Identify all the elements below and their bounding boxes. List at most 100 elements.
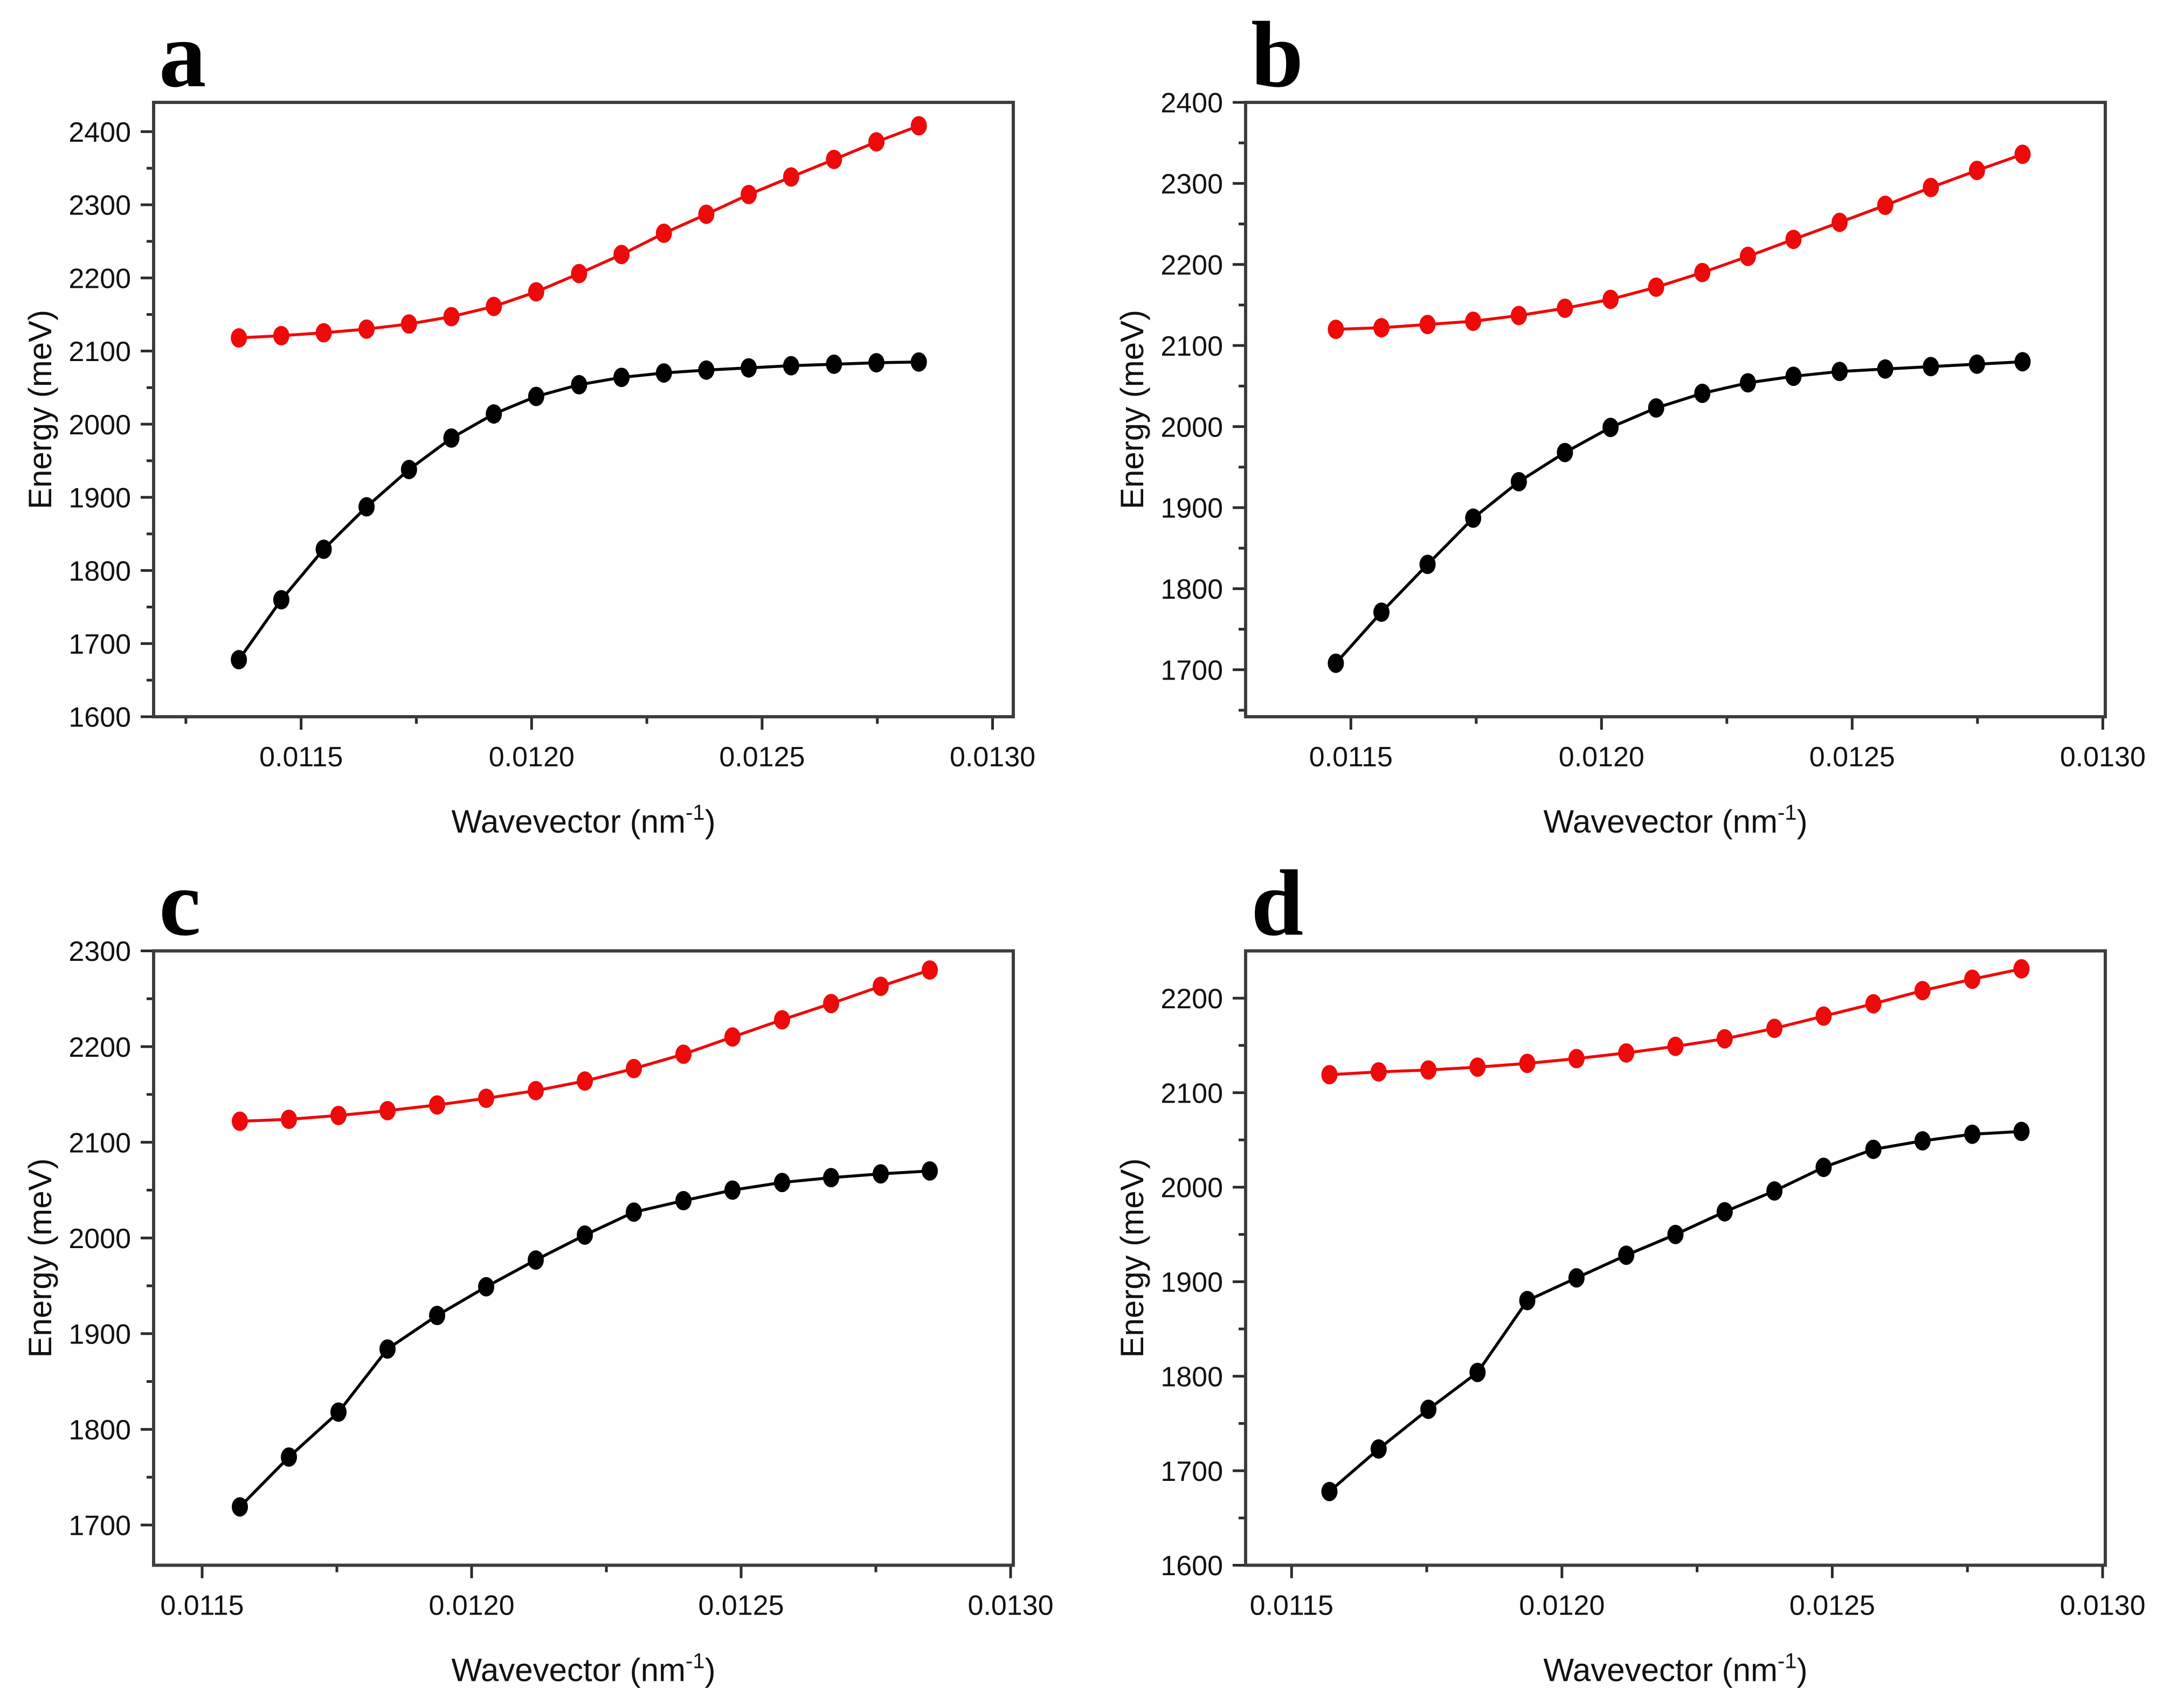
lower-polariton-point xyxy=(1370,1439,1387,1459)
lower-polariton-point xyxy=(1739,373,1756,393)
y-tick-label: 2400 xyxy=(1160,88,1223,119)
x-axis-label: Wavevector (nm-1) xyxy=(451,801,715,840)
lower-polariton-point xyxy=(1557,442,1573,462)
panel-c-chart: c 0.0115 0.0120 0.0125 0.0130 1700 1800 1900 200… xyxy=(0,848,1092,1697)
y-tick-label: 2100 xyxy=(68,336,131,368)
x-tick-label: 0.0120 xyxy=(428,1590,514,1622)
y-tick-label: 1700 xyxy=(1160,1456,1223,1487)
y-tick-label: 2300 xyxy=(68,190,131,221)
lower-polariton-point xyxy=(1419,555,1436,574)
upper-polariton-point xyxy=(2014,144,2031,164)
upper-polariton-point xyxy=(528,282,544,302)
lower-polariton-point xyxy=(443,428,460,448)
lower-polariton-point xyxy=(528,386,544,406)
upper-polariton-point xyxy=(868,132,884,152)
tick-labels: 0.0115 0.0120 0.0125 0.0130 1600 1700 1800 1900… xyxy=(68,117,1035,773)
lower-polariton-point xyxy=(1510,472,1527,491)
x-tick-label: 0.0115 xyxy=(259,742,343,773)
upper-polariton-point xyxy=(400,314,417,334)
upper-polariton-point xyxy=(1618,1043,1635,1063)
lower-polariton-point xyxy=(231,650,247,670)
x-tick-label: 0.0125 xyxy=(719,742,805,773)
upper-polariton-point xyxy=(358,319,375,339)
x-axis-label: Wavevector (nm-1) xyxy=(1543,1650,1807,1688)
lower-polariton-point xyxy=(1519,1291,1536,1311)
lower-polariton-point xyxy=(1667,1224,1684,1244)
tick-labels: 0.0115 0.0120 0.0125 0.0130 1700 1800 1900 2000… xyxy=(1160,88,2146,773)
upper-polariton-point xyxy=(379,1101,396,1120)
y-tick-label: 2300 xyxy=(68,936,131,967)
y-tick-label: 1600 xyxy=(1160,1550,1223,1582)
upper-polariton-point xyxy=(486,296,502,316)
upper-polariton-point xyxy=(613,245,630,265)
panel-b-chart: b 0.0115 0.0120 0.0125 0.0130 1700 1800 1900 200… xyxy=(1092,0,2184,848)
lower-polariton-point xyxy=(1865,1139,1882,1159)
upper-polariton-point xyxy=(1785,230,1802,250)
upper-polariton-point xyxy=(1602,289,1619,309)
y-tick-label: 1700 xyxy=(68,1511,131,1542)
x-tick-label: 0.0125 xyxy=(1789,1590,1875,1622)
y-axis-label: Energy (meV) xyxy=(22,310,58,509)
y-tick-label: 2100 xyxy=(1160,331,1223,362)
lower-polariton-point xyxy=(1568,1268,1585,1288)
lower-polariton-point xyxy=(626,1202,642,1222)
x-tick-label: 0.0120 xyxy=(1519,1590,1605,1622)
lower-polariton-series xyxy=(232,1161,938,1517)
lower-polariton-point xyxy=(1373,602,1390,622)
tick-labels: 0.0115 0.0120 0.0125 0.0130 1700 1800 1900 2000… xyxy=(68,936,1053,1621)
lower-polariton-point xyxy=(315,539,332,559)
x-axis-label: Wavevector (nm-1) xyxy=(1543,801,1807,840)
y-tick-label: 2400 xyxy=(68,117,131,148)
lower-polariton-point xyxy=(528,1250,544,1270)
lower-polariton-point xyxy=(1618,1245,1635,1265)
upper-polariton-line xyxy=(1334,153,2024,331)
y-tick-label: 2200 xyxy=(1160,983,1223,1015)
upper-polariton-point xyxy=(922,960,938,980)
lower-polariton-point xyxy=(868,353,884,373)
upper-polariton-point xyxy=(1739,246,1756,266)
upper-polariton-point xyxy=(1766,1019,1783,1038)
lower-polariton-series xyxy=(1328,352,2031,673)
lower-polariton-point xyxy=(774,1173,790,1193)
upper-polariton-point xyxy=(571,264,588,283)
lower-polariton-point xyxy=(675,1191,692,1210)
x-tick-label: 0.0130 xyxy=(2059,1590,2145,1622)
x-tick-label: 0.0120 xyxy=(1559,742,1644,773)
lower-polariton-point xyxy=(1602,418,1619,438)
lower-polariton-point xyxy=(379,1339,396,1359)
upper-polariton-point xyxy=(873,976,889,996)
lower-polariton-line xyxy=(1334,360,2024,665)
x-tick-label: 0.0130 xyxy=(950,742,1035,773)
y-tick-label: 1800 xyxy=(68,1415,131,1446)
y-tick-label: 1700 xyxy=(1160,655,1223,686)
upper-polariton-point xyxy=(783,167,799,187)
upper-polariton-point xyxy=(1716,1029,1733,1049)
lower-polariton-point xyxy=(1420,1400,1437,1419)
lower-polariton-series xyxy=(231,352,927,670)
lower-polariton-point xyxy=(910,352,927,372)
upper-polariton-point xyxy=(1914,981,1931,1001)
lower-polariton-point xyxy=(873,1164,889,1184)
lower-polariton-point xyxy=(281,1447,297,1467)
y-tick-label: 1600 xyxy=(68,702,131,733)
upper-polariton-point xyxy=(2013,959,2030,979)
panel-b: b 0.0115 0.0120 0.0125 0.0130 1700 1800 1900 200… xyxy=(1092,0,2184,848)
panel-c: c 0.0115 0.0120 0.0125 0.0130 1700 1800 1900 200… xyxy=(0,848,1092,1697)
lower-polariton-point xyxy=(478,1277,494,1297)
upper-polariton-point xyxy=(1557,299,1573,318)
upper-polariton-point xyxy=(1831,212,1848,232)
upper-polariton-point xyxy=(774,1010,790,1030)
panel-background xyxy=(0,0,1092,848)
upper-polariton-point xyxy=(1694,262,1711,282)
lower-polariton-point xyxy=(613,368,630,387)
lower-polariton-point xyxy=(724,1180,741,1200)
upper-polariton-point xyxy=(655,223,672,243)
lower-polariton-point xyxy=(823,1168,839,1188)
upper-polariton-point xyxy=(698,204,715,224)
lower-polariton-point xyxy=(655,363,672,383)
tick-labels: 0.0115 0.0120 0.0125 0.0130 1600 1700 1800 1900… xyxy=(1160,983,2145,1622)
upper-polariton-point xyxy=(443,307,460,327)
x-tick-label: 0.0120 xyxy=(489,742,575,773)
x-tick-label: 0.0115 xyxy=(1309,742,1393,773)
